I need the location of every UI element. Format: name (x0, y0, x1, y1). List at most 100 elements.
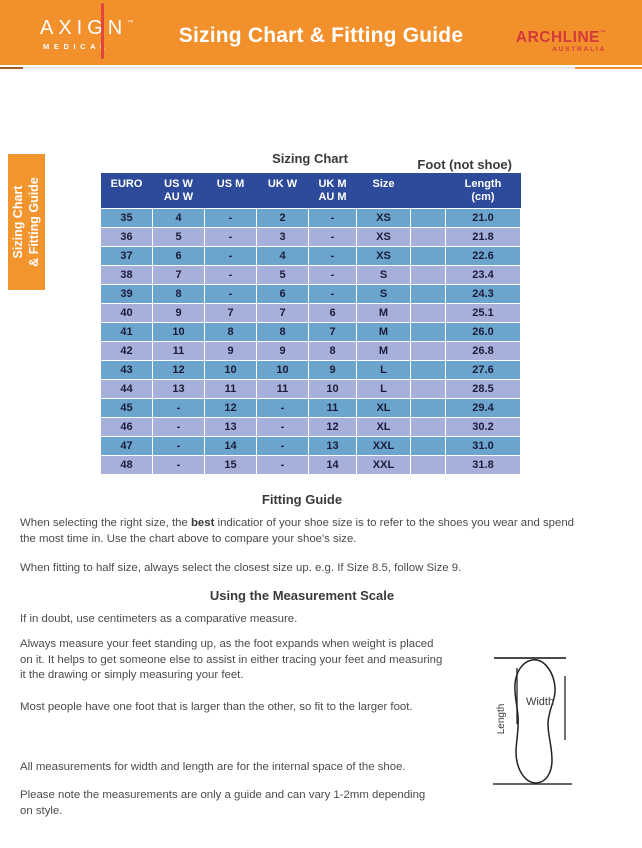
table-cell: - (152, 436, 205, 456)
axign-logo: AXIGN™ MEDICAL (40, 3, 160, 59)
table-spacer-cell (410, 436, 446, 456)
archline-word: ARCHLINE (515, 29, 600, 46)
table-row: 37 6-4- XS 22.6 (100, 246, 521, 266)
table-cell: 7 (308, 322, 357, 342)
table-cell: 44 (100, 379, 153, 399)
table-cell: - (204, 208, 257, 228)
table-cell: 5 (152, 227, 205, 247)
table-cell: 12 (308, 417, 357, 437)
archline-subtitle: AUSTRALIA (552, 46, 606, 53)
table-cell: 29.4 (445, 398, 521, 418)
axign-brand-text: AXIGN™ (40, 11, 160, 40)
archline-trademark: ™ (600, 30, 606, 36)
table-spacer-cell (410, 227, 446, 247)
table-cell: 35 (100, 208, 153, 228)
foot-outline-icon (514, 659, 556, 784)
table-spacer-cell (410, 379, 446, 399)
table-cell: 9 (256, 341, 309, 361)
table-cell: - (256, 455, 309, 475)
table-cell: 4 (256, 246, 309, 266)
archline-logo: ARCHLINE™ AUSTRALIA (506, 25, 606, 54)
table-cell: 11 (256, 379, 309, 399)
table-cell: 37 (100, 246, 153, 266)
table-row: 44 13 11 11 10 L 28.5 (100, 379, 521, 399)
table-cell: 2 (256, 208, 309, 228)
sizing-table-head: EURO US W AU W US M UK W UK M AU M Size Length… (100, 173, 521, 209)
table-cell: M (356, 322, 411, 342)
foot-measurement-diagram: Width Length (493, 657, 572, 785)
paragraph-text: indicatior of your shoe size is to refer… (20, 517, 575, 545)
table-cell: XS (356, 227, 411, 247)
table-spacer-cell (410, 360, 446, 380)
table-cell: XS (356, 246, 411, 266)
table-row: 36 5-3- XS 21.8 (100, 227, 521, 247)
fitting-guide-heading: Fitting Guide (261, 492, 343, 507)
paragraph-measure-4: All measurements for width and length ar… (20, 761, 406, 773)
table-cell: 45 (100, 398, 153, 418)
paragraph-measure-1: If in doubt, use centimeters as a compar… (20, 613, 298, 625)
table-cell: 10 (256, 360, 309, 380)
paragraph-bold-text: best (190, 517, 215, 529)
table-row: 48-15-14 XXL 31.8 (100, 455, 521, 475)
table-cell: 31.0 (445, 436, 521, 456)
table-cell: 36 (100, 227, 153, 247)
foot-not-shoe-label: Foot (not shoe) (417, 157, 512, 172)
table-cell: L (356, 360, 411, 380)
table-row: 42 11 9 9 8 M 26.8 (100, 341, 521, 361)
table-cell: - (204, 227, 257, 247)
table-cell: - (204, 265, 257, 285)
sizing-chart-heading: Sizing Chart (272, 151, 348, 166)
side-tab-line2: & Fitting Guide (26, 177, 41, 267)
table-cell: 9 (308, 360, 357, 380)
table-cell: - (256, 417, 309, 437)
table-cell: 12 (204, 398, 257, 418)
table-cell: 7 (256, 303, 309, 323)
table-cell: 11 (308, 398, 357, 418)
paragraph-fitting-2: When fitting to half size, always select… (20, 562, 462, 574)
table-header-cell: US W AU W (152, 173, 205, 209)
table-cell: 15 (204, 455, 257, 475)
width-label: Width (526, 696, 554, 708)
table-cell: 31.8 (445, 455, 521, 475)
table-spacer-cell (410, 284, 446, 304)
table-cell: 41 (100, 322, 153, 342)
table-spacer-cell (410, 417, 446, 437)
paragraph-measure-2: Always measure your feet standing up, as… (20, 638, 443, 681)
table-cell: 10 (204, 360, 257, 380)
table-cell: 40 (100, 303, 153, 323)
table-cell: 6 (308, 303, 357, 323)
table-cell: 12 (152, 360, 205, 380)
table-cell: XXL (356, 436, 411, 456)
page-title: Sizing Chart & Fitting Guide (178, 24, 464, 47)
table-cell: 10 (152, 322, 205, 342)
sizing-table: EURO US W AU W US M UK W UK M AU M Size Length… (100, 173, 521, 475)
table-cell: - (308, 284, 357, 304)
table-header-spacer (410, 173, 446, 209)
table-cell: XS (356, 208, 411, 228)
table-cell: XXL (356, 455, 411, 475)
archline-brand-text: ARCHLINE™ (506, 25, 606, 46)
table-cell: L (356, 379, 411, 399)
table-header-cell: EURO (100, 173, 153, 209)
axign-trademark: ™ (127, 20, 134, 26)
table-cell: 28.5 (445, 379, 521, 399)
table-cell: S (356, 265, 411, 285)
table-cell: 26.8 (445, 341, 521, 361)
table-row: 35 4-2- XS 21.0 (100, 208, 521, 228)
table-cell: S (356, 284, 411, 304)
table-cell: 46 (100, 417, 153, 437)
table-row: 47-14-13 XXL 31.0 (100, 436, 521, 456)
sizing-table-body: 35 4-2- XS 21.0 36 5-3- XS 21.8 37 6-4- XS 22.6 38 7-… (100, 208, 521, 475)
table-cell: - (204, 246, 257, 266)
table-cell: 4 (152, 208, 205, 228)
paragraph-fitting-1: When selecting the right size, the best … (20, 516, 636, 547)
table-spacer-cell (410, 246, 446, 266)
table-cell: 9 (204, 341, 257, 361)
table-cell: - (204, 284, 257, 304)
table-cell: 13 (204, 417, 257, 437)
table-header-cell: Length (cm) (445, 173, 521, 209)
table-cell: - (152, 455, 205, 475)
table-cell: - (256, 398, 309, 418)
table-cell: - (256, 436, 309, 456)
